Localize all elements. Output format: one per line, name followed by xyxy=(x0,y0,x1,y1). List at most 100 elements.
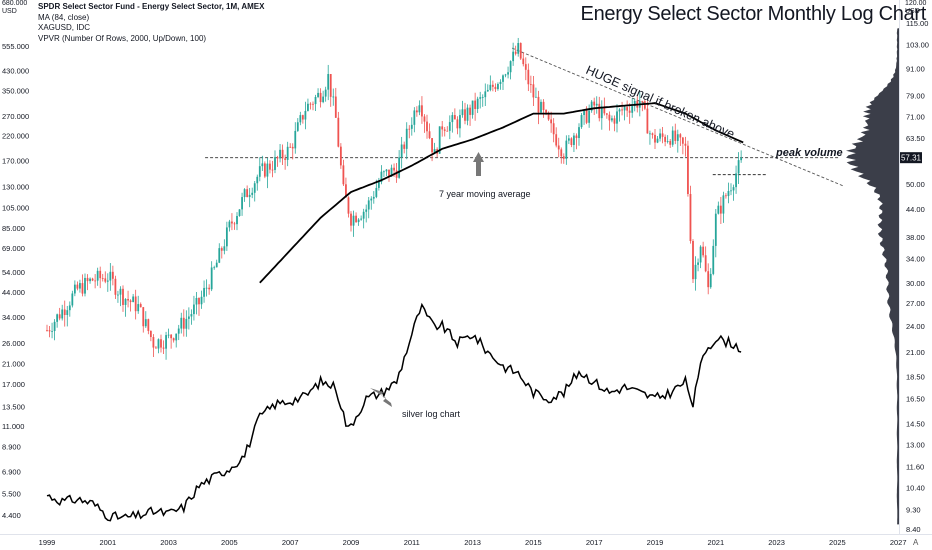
candle-body xyxy=(603,106,606,114)
peak-volume-annotation: peak volume xyxy=(775,147,843,159)
candle-body xyxy=(646,108,649,134)
candle-body xyxy=(403,144,406,149)
candle-body xyxy=(342,165,345,185)
left-tick-label: 4.400 xyxy=(2,511,21,520)
right-axis-strip xyxy=(900,0,932,550)
left-tick-label: 21.000 xyxy=(2,359,25,368)
candle-body xyxy=(631,106,634,113)
candle-body xyxy=(557,145,560,150)
candle-body xyxy=(725,195,727,197)
right-tick-label: 8.40 xyxy=(906,525,921,534)
candle-body xyxy=(149,330,152,338)
right-tick-label: 24.00 xyxy=(906,322,925,331)
candle-body xyxy=(714,213,717,246)
candle-body xyxy=(79,283,81,289)
candle-body xyxy=(106,280,109,282)
candle-body xyxy=(357,219,360,223)
legend-ma[interactable]: MA (84, close) xyxy=(38,12,90,22)
candle-body xyxy=(367,200,370,210)
candle-body xyxy=(190,314,193,317)
candle-body xyxy=(590,101,593,111)
candle-body xyxy=(550,119,553,124)
candle-body xyxy=(656,138,659,143)
candle-body xyxy=(651,133,654,135)
candle-body xyxy=(220,248,223,251)
left-axis-partial-label: 680.000 xyxy=(2,0,28,7)
candle-body xyxy=(365,209,368,212)
candle-body xyxy=(269,163,271,170)
candle-body xyxy=(334,96,337,118)
chart-title: Energy Select Sector Monthly Log Chart xyxy=(580,3,927,25)
candle-body xyxy=(208,287,211,290)
x-tick-label: 2025 xyxy=(829,538,846,547)
candle-body xyxy=(210,267,213,290)
candle-body xyxy=(375,187,378,197)
candle-body xyxy=(674,130,677,141)
candle-body xyxy=(697,262,699,265)
candle-body xyxy=(573,135,575,145)
candle-body xyxy=(225,227,228,247)
right-price-axis: 115.00 103.00 91.00 79.00 71.00 63.50 50.00 44.… xyxy=(906,19,929,534)
left-tick-label: 130.000 xyxy=(2,183,29,192)
candle-body xyxy=(63,309,66,315)
candle-body xyxy=(555,134,558,146)
candle-body xyxy=(423,116,426,122)
candle-body xyxy=(339,146,342,166)
candle-body xyxy=(719,205,722,214)
candle-body xyxy=(289,146,292,148)
candle-body xyxy=(73,284,76,294)
right-axis-currency: USD xyxy=(905,8,920,15)
candle-body xyxy=(664,136,667,142)
x-tick-label: 2007 xyxy=(282,538,299,547)
right-axis-header: 120.00 USD xyxy=(905,0,926,16)
candle-body xyxy=(86,277,89,282)
candle-body xyxy=(294,130,297,149)
auto-scale-icon[interactable]: A xyxy=(913,538,919,547)
left-tick-label: 105.000 xyxy=(2,203,29,212)
left-tick-label: 170.000 xyxy=(2,157,29,166)
right-tick-label: 13.00 xyxy=(906,441,925,450)
candle-body xyxy=(304,110,307,120)
last-price-badge xyxy=(900,152,922,164)
right-tick-label: 14.50 xyxy=(906,419,925,428)
candle-body xyxy=(236,216,238,225)
legend-vpvr[interactable]: VPVR (Number Of Rows, 2000, Up/Down, 100… xyxy=(38,33,207,43)
candle-body xyxy=(129,300,132,303)
candle-body xyxy=(588,110,591,123)
candle-body xyxy=(740,157,743,161)
candle-body xyxy=(410,124,413,129)
candle-body xyxy=(456,119,459,129)
right-tick-label: 79.00 xyxy=(906,92,925,101)
candle-body xyxy=(286,146,289,160)
candle-body xyxy=(377,181,380,188)
x-tick-label: 1999 xyxy=(39,538,56,547)
legend-overlay[interactable]: XAGUSD, IDC xyxy=(38,23,91,32)
candle-body xyxy=(253,183,256,193)
candle-body xyxy=(114,278,117,295)
candle-body xyxy=(605,113,608,115)
candle-body xyxy=(66,310,69,315)
candle-body xyxy=(195,298,198,305)
candle-body xyxy=(519,43,522,59)
candle-body xyxy=(258,166,261,177)
candle-body xyxy=(309,103,312,105)
right-tick-label: 103.00 xyxy=(906,40,929,49)
candle-body xyxy=(428,131,431,139)
candle-body xyxy=(380,171,383,182)
legend-symbol[interactable]: SPDR Select Sector Fund - Energy Select … xyxy=(38,2,265,11)
candle-body xyxy=(170,334,173,339)
candle-body xyxy=(314,96,317,105)
candle-body xyxy=(337,117,340,147)
candle-body xyxy=(649,133,651,135)
candle-body xyxy=(507,72,509,75)
candle-body xyxy=(418,105,421,113)
candle-body xyxy=(266,163,269,177)
candle-body xyxy=(699,246,702,263)
candle-body xyxy=(476,98,479,109)
x-tick-label: 2001 xyxy=(99,538,116,547)
candle-body xyxy=(469,107,471,115)
candle-body xyxy=(167,334,170,336)
candle-body xyxy=(215,262,218,268)
candle-body xyxy=(405,128,408,149)
